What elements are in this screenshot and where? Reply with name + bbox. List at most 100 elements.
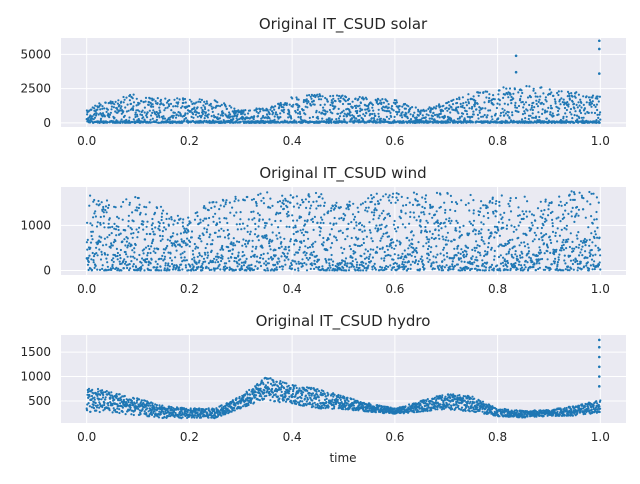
wind-data-point <box>530 228 532 230</box>
wind-data-point <box>595 233 597 235</box>
wind-data-point <box>587 226 589 228</box>
solar-data-point <box>188 105 190 107</box>
wind-data-point <box>554 235 556 237</box>
wind-data-point <box>223 230 225 232</box>
wind-data-point <box>370 194 372 196</box>
wind-data-point <box>176 240 178 242</box>
wind-data-point <box>590 253 592 255</box>
wind-data-point <box>391 269 393 271</box>
wind-data-point <box>387 196 389 198</box>
solar-data-point <box>378 109 380 111</box>
solar-data-point <box>142 110 144 112</box>
wind-data-point <box>383 269 385 271</box>
wind-data-point <box>187 230 189 232</box>
solar-data-point <box>358 105 360 107</box>
wind-data-point <box>574 193 576 195</box>
solar-data-point <box>372 104 374 106</box>
solar-data-point <box>580 102 582 104</box>
wind-data-point <box>467 247 469 249</box>
wind-data-point <box>432 255 434 257</box>
wind-data-point <box>480 221 482 223</box>
wind-data-point <box>398 193 400 195</box>
wind-data-point <box>450 195 452 197</box>
wind-data-point <box>379 224 381 226</box>
wind-data-point <box>560 201 562 203</box>
solar-data-point <box>174 112 176 114</box>
wind-data-point <box>135 266 137 268</box>
solar-data-point <box>195 101 197 103</box>
solar-data-point <box>572 101 574 103</box>
solar-data-point <box>160 99 162 101</box>
wind-data-point <box>120 269 122 271</box>
hydro-data-point <box>95 410 97 412</box>
wind-data-point <box>434 228 436 230</box>
solar-data-point <box>592 95 594 97</box>
solar-data-point <box>388 103 390 105</box>
wind-data-point <box>88 255 90 257</box>
solar-data-point <box>317 118 319 120</box>
solar-data-point <box>204 108 206 110</box>
solar-data-point <box>346 115 348 117</box>
wind-data-point <box>239 218 241 220</box>
solar-data-point <box>531 105 533 107</box>
hydro-data-point <box>93 404 95 406</box>
solar-data-point <box>181 105 183 107</box>
wind-data-point <box>219 264 221 266</box>
solar-data-point <box>192 117 194 119</box>
wind-data-point <box>563 244 565 246</box>
wind-data-point <box>286 206 288 208</box>
solar-data-point <box>577 101 579 103</box>
wind-data-point <box>495 215 497 217</box>
solar-data-point <box>104 115 106 117</box>
solar-outlier-point <box>598 48 601 51</box>
solar-data-point <box>276 114 278 116</box>
wind-data-point <box>105 205 107 207</box>
solar-data-point <box>457 106 459 108</box>
wind-data-point <box>159 222 161 224</box>
wind-data-point <box>539 267 541 269</box>
wind-data-point <box>146 221 148 223</box>
solar-data-point <box>149 97 151 99</box>
wind-data-point <box>436 210 438 212</box>
solar-data-point <box>201 99 203 101</box>
wind-data-point <box>475 229 477 231</box>
solar-data-point <box>415 106 417 108</box>
wind-data-point <box>148 264 150 266</box>
wind-data-point <box>287 252 289 254</box>
wind-data-point <box>168 218 170 220</box>
wind-data-point <box>134 257 136 259</box>
wind-data-point <box>455 220 457 222</box>
wind-data-point <box>269 207 271 209</box>
wind-data-point <box>237 199 239 201</box>
wind-data-point <box>336 239 338 241</box>
wind-data-point <box>400 211 402 213</box>
wind-data-point <box>422 211 424 213</box>
solar-data-point <box>211 115 213 117</box>
wind-data-point <box>450 220 452 222</box>
wind-data-point <box>253 217 255 219</box>
solar-data-point <box>222 115 224 117</box>
wind-data-point <box>287 258 289 260</box>
wind-data-point <box>380 237 382 239</box>
wind-data-point <box>464 269 466 271</box>
wind-data-point <box>341 269 343 271</box>
wind-data-point <box>496 226 498 228</box>
wind-data-point <box>394 220 396 222</box>
wind-data-point <box>379 215 381 217</box>
wind-data-point <box>158 269 160 271</box>
wind-data-point <box>285 246 287 248</box>
wind-data-point <box>320 216 322 218</box>
solar-data-point <box>101 108 103 110</box>
wind-data-point <box>303 240 305 242</box>
wind-data-point <box>426 236 428 238</box>
wind-data-point <box>411 243 413 245</box>
wind-data-point <box>152 222 154 224</box>
wind-data-point <box>158 258 160 260</box>
wind-data-point <box>373 214 375 216</box>
wind-data-point <box>393 224 395 226</box>
solar-data-point <box>502 97 504 99</box>
wind-data-point <box>351 237 353 239</box>
wind-data-point <box>229 202 231 204</box>
wind-data-point <box>401 256 403 258</box>
wind-data-point <box>563 259 565 261</box>
